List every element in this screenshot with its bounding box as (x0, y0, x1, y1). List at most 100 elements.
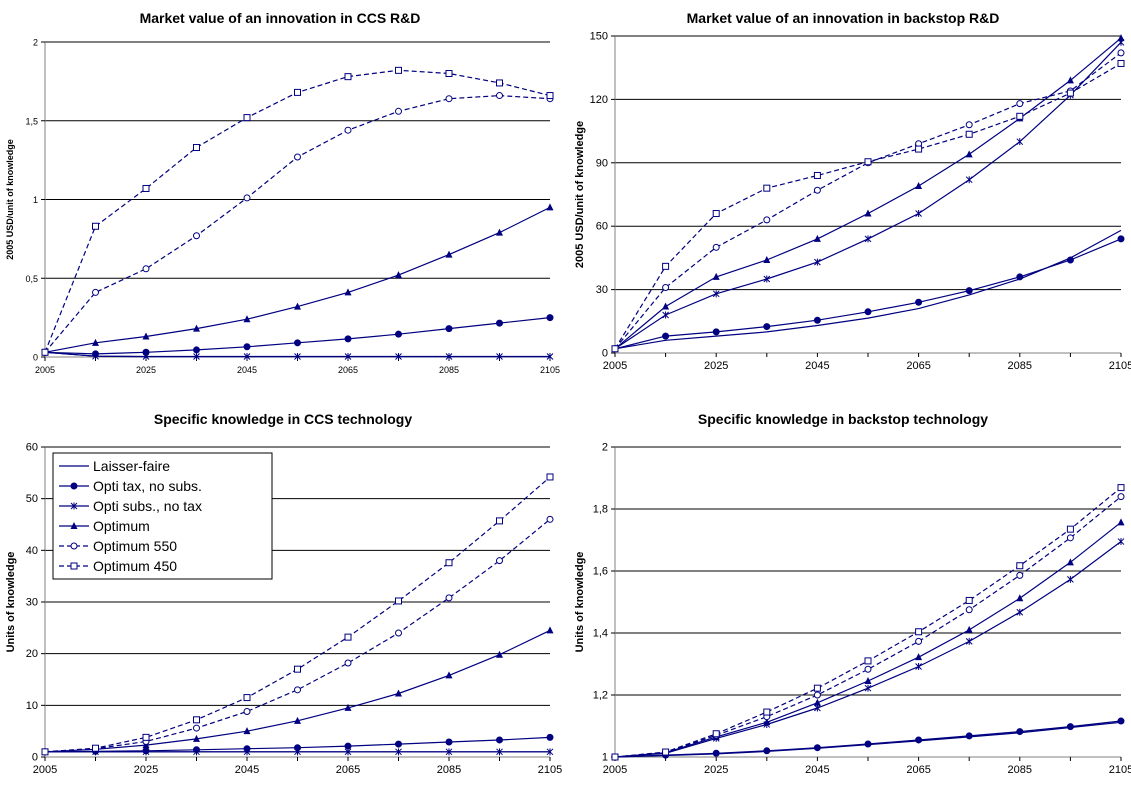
data-point (294, 302, 301, 310)
data-point (395, 271, 402, 279)
data-point (395, 353, 402, 361)
data-point (496, 748, 503, 756)
data-point (294, 748, 301, 756)
data-point (662, 262, 670, 270)
y-tick-label: 2 (33, 38, 38, 48)
series-optimum-450 (41, 473, 554, 756)
data-point (915, 182, 923, 190)
data-point (243, 727, 251, 735)
data-point (294, 339, 301, 347)
legend-swatch-marker (70, 522, 78, 529)
data-point (712, 272, 720, 280)
series-line (614, 521, 1122, 758)
data-point (395, 748, 402, 756)
series-opti-tax-no-subs- (41, 314, 554, 358)
series-opti-tax-no-subs- (611, 717, 1125, 761)
y-tick-label: 60 (26, 442, 38, 454)
y-axis-label: Units of knowledge (574, 552, 586, 653)
data-point (142, 332, 150, 340)
data-point (546, 515, 554, 523)
data-point (763, 184, 771, 192)
data-point (546, 748, 554, 756)
data-point (92, 744, 99, 752)
data-point (92, 222, 99, 230)
series-optimum-450 (41, 66, 554, 356)
data-point (965, 596, 973, 604)
series-opti-subs-no-tax (611, 38, 1125, 353)
data-point (1066, 723, 1074, 731)
data-point (915, 628, 923, 636)
legend-item: Optimum 450 (59, 558, 177, 574)
x-tick-label: 2045 (805, 764, 829, 776)
data-point (445, 559, 453, 567)
y-tick-label: 0 (33, 353, 38, 363)
data-point (1117, 49, 1125, 57)
x-tick-label: 2085 (1008, 764, 1032, 776)
data-point (243, 748, 251, 756)
data-point (344, 126, 352, 134)
y-tick-label: 60 (596, 221, 608, 233)
data-point (1016, 562, 1024, 570)
series-line (614, 720, 1122, 758)
data-point (445, 95, 453, 103)
legend-label: Laisser-faire (93, 458, 170, 474)
series-line (614, 62, 1122, 350)
y-tick-label: 90 (596, 157, 608, 169)
data-point (193, 346, 200, 354)
series-opti-tax-no-subs- (41, 733, 554, 756)
data-point (814, 258, 821, 266)
data-point (243, 194, 251, 202)
x-tick-label: 2065 (338, 365, 358, 375)
data-point (1117, 518, 1125, 526)
data-point (243, 343, 251, 351)
series-line (614, 52, 1122, 350)
x-tick-label: 2005 (603, 360, 627, 372)
x-tick-label: 2065 (906, 360, 930, 372)
x-tick-label: 2085 (437, 764, 461, 776)
data-point (813, 684, 821, 692)
data-point (712, 243, 720, 251)
x-tick-label: 2025 (136, 365, 156, 375)
y-axis-label: 2005 USD/unit of knowledge (5, 139, 15, 260)
data-point (344, 659, 352, 667)
data-point (294, 716, 301, 724)
series-line (614, 238, 1122, 350)
legend-label: Optimum 550 (93, 538, 177, 554)
y-tick-label: 0 (32, 752, 38, 764)
y-tick-label: 150 (590, 31, 608, 43)
data-point (395, 66, 402, 74)
data-point (546, 626, 554, 634)
data-point (965, 732, 973, 740)
chart-panel-3: Specific knowledge in CCS technology Unit… (5, 411, 562, 776)
data-point (445, 353, 453, 361)
series-line (614, 41, 1122, 350)
x-tick-label: 2005 (35, 365, 55, 375)
x-tick-label: 2105 (1109, 764, 1131, 776)
y-tick-label: 1,4 (593, 628, 608, 640)
x-tick-label: 2045 (235, 764, 259, 776)
x-tick-label: 2085 (1008, 360, 1032, 372)
data-point (546, 314, 554, 322)
data-point (193, 734, 200, 742)
data-point (1066, 89, 1074, 97)
data-point (344, 73, 352, 81)
data-point (763, 708, 771, 716)
legend: Laisser-faire Opti tax, no subs. Opti subs… (52, 452, 273, 580)
series-line (44, 69, 551, 353)
y-tick-label: 20 (26, 648, 38, 660)
data-point (1016, 138, 1024, 146)
data-point (1117, 538, 1125, 546)
data-point (142, 748, 150, 756)
series-opti-subs-no-tax (41, 748, 554, 756)
data-point (142, 265, 150, 273)
series-line (614, 721, 1122, 758)
data-point (864, 308, 872, 316)
series-line (614, 37, 1122, 350)
data-point (662, 302, 670, 310)
y-tick-label: 1 (602, 752, 608, 764)
data-point (395, 107, 402, 115)
series-line (44, 94, 551, 353)
data-point (546, 353, 554, 361)
data-point (92, 352, 99, 360)
